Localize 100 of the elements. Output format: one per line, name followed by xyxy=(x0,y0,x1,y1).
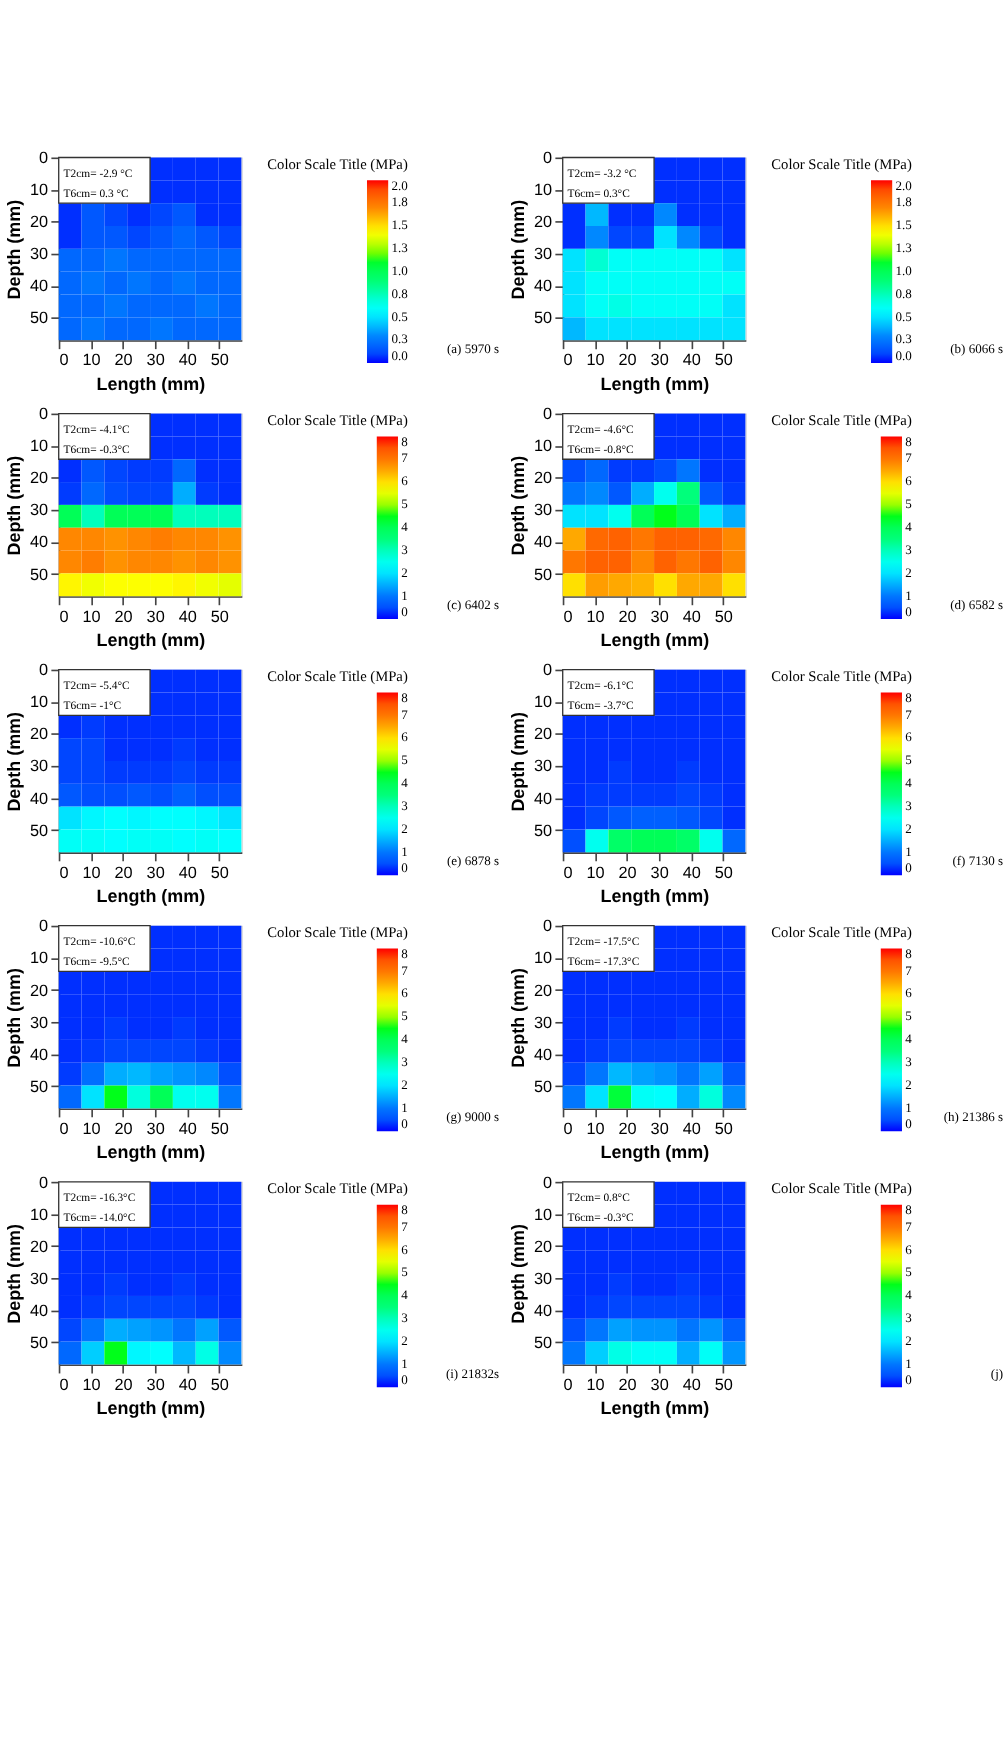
x-tick-label: 10 xyxy=(82,863,102,882)
x-tick-label: 0 xyxy=(59,351,70,370)
x-tick-label: 20 xyxy=(114,607,134,626)
x-tick-label: 40 xyxy=(682,863,702,882)
color-bar-title: Color Scale Title (MPa) xyxy=(771,667,913,686)
x-tick-label: 30 xyxy=(146,351,166,370)
y-tick-label: 30 xyxy=(29,1013,50,1032)
x-tick-label: 0 xyxy=(563,863,574,882)
x-tick-label: 40 xyxy=(178,351,198,370)
x-tick-label: 30 xyxy=(650,607,670,626)
y-tick-label: 50 xyxy=(29,821,50,840)
y-tick-label: 0 xyxy=(543,1173,554,1192)
x-tick-label: 20 xyxy=(618,351,638,370)
y-tick-label: 40 xyxy=(533,1045,554,1064)
y-tick-label: 30 xyxy=(533,501,554,520)
x-tick-label: 40 xyxy=(178,607,198,626)
x-axis-title: Length (mm) xyxy=(600,1142,710,1163)
x-tick-label: 10 xyxy=(82,351,102,370)
x-tick-label: 40 xyxy=(682,1375,702,1394)
x-tick-label: 50 xyxy=(714,1375,734,1394)
x-axis-title: Length (mm) xyxy=(600,373,710,394)
x-tick-label: 30 xyxy=(146,1119,166,1138)
y-tick-label: 20 xyxy=(533,981,554,1000)
y-tick-label: 20 xyxy=(533,725,554,744)
x-tick-label: 10 xyxy=(586,351,606,370)
x-axis-title: Length (mm) xyxy=(96,1142,206,1163)
y-tick-label: 30 xyxy=(29,501,50,520)
x-tick-label: 0 xyxy=(563,1119,574,1138)
color-bar-title: Color Scale Title (MPa) xyxy=(771,923,913,942)
y-tick-label: 30 xyxy=(533,245,554,264)
x-tick-label: 40 xyxy=(178,1119,198,1138)
y-tick-label: 0 xyxy=(39,661,50,680)
y-tick-label: 0 xyxy=(39,149,50,168)
x-axis-title: Length (mm) xyxy=(96,886,206,907)
x-axis-title: Length (mm) xyxy=(600,629,710,650)
x-tick-label: 0 xyxy=(563,351,574,370)
x-tick-label: 10 xyxy=(82,1375,102,1394)
y-tick-label: 30 xyxy=(533,757,554,776)
x-tick-label: 40 xyxy=(178,1375,198,1394)
y-tick-label: 20 xyxy=(29,1237,50,1256)
y-axis-title: Depth (mm) xyxy=(4,968,25,1068)
y-tick-label: 0 xyxy=(39,917,50,936)
color-bar-title: Color Scale Title (MPa) xyxy=(771,1179,913,1198)
y-tick-label: 10 xyxy=(533,949,554,968)
y-tick-label: 50 xyxy=(533,309,554,328)
x-tick-label: 30 xyxy=(650,351,670,370)
y-tick-label: 40 xyxy=(29,277,50,296)
x-tick-label: 0 xyxy=(59,863,70,882)
x-tick-label: 20 xyxy=(114,1375,134,1394)
x-tick-label: 20 xyxy=(114,863,134,882)
y-tick-label: 10 xyxy=(29,437,50,456)
y-tick-label: 10 xyxy=(533,693,554,712)
x-tick-label: 10 xyxy=(586,607,606,626)
x-axis-title: Length (mm) xyxy=(96,373,206,394)
y-tick-label: 10 xyxy=(29,949,50,968)
y-tick-label: 50 xyxy=(29,565,50,584)
x-tick-label: 0 xyxy=(563,607,574,626)
y-tick-label: 20 xyxy=(29,981,50,1000)
y-axis-title: Depth (mm) xyxy=(508,968,529,1068)
x-axis-title: Length (mm) xyxy=(96,629,206,650)
y-tick-label: 0 xyxy=(543,661,554,680)
x-tick-label: 30 xyxy=(146,863,166,882)
x-tick-label: 10 xyxy=(82,607,102,626)
x-tick-label: 50 xyxy=(210,351,230,370)
x-tick-label: 10 xyxy=(586,863,606,882)
x-tick-label: 20 xyxy=(114,351,134,370)
color-bar-title: Color Scale Title (MPa) xyxy=(267,667,409,686)
x-tick-label: 20 xyxy=(618,607,638,626)
y-tick-label: 50 xyxy=(533,565,554,584)
y-tick-label: 20 xyxy=(29,213,50,232)
x-tick-label: 30 xyxy=(650,1375,670,1394)
y-axis-title: Depth (mm) xyxy=(4,1224,25,1324)
y-tick-label: 50 xyxy=(533,821,554,840)
y-tick-label: 0 xyxy=(543,149,554,168)
x-tick-label: 30 xyxy=(650,1119,670,1138)
x-tick-label: 40 xyxy=(682,607,702,626)
y-tick-label: 20 xyxy=(29,725,50,744)
x-axis-title: Length (mm) xyxy=(600,886,710,907)
y-tick-label: 10 xyxy=(29,693,50,712)
y-axis-title: Depth (mm) xyxy=(4,455,25,556)
x-tick-label: 30 xyxy=(146,1375,166,1394)
y-tick-label: 10 xyxy=(29,1205,50,1224)
x-tick-label: 40 xyxy=(682,1119,702,1138)
y-tick-label: 50 xyxy=(533,1077,554,1096)
x-tick-label: 40 xyxy=(682,351,702,370)
x-tick-label: 50 xyxy=(714,351,734,370)
x-tick-label: 50 xyxy=(714,1119,734,1138)
y-tick-label: 20 xyxy=(533,213,554,232)
x-tick-label: 50 xyxy=(210,1119,230,1138)
x-tick-label: 50 xyxy=(714,607,734,626)
y-tick-label: 50 xyxy=(29,1333,50,1352)
x-tick-label: 50 xyxy=(714,863,734,882)
y-tick-label: 0 xyxy=(39,1173,50,1192)
y-tick-label: 20 xyxy=(533,469,554,488)
x-tick-label: 20 xyxy=(618,1375,638,1394)
color-bar-title: Color Scale Title (MPa) xyxy=(267,410,409,429)
y-tick-label: 30 xyxy=(533,1013,554,1032)
y-tick-label: 30 xyxy=(533,1269,554,1288)
y-axis-title: Depth (mm) xyxy=(508,455,529,556)
y-axis-title: Depth (mm) xyxy=(4,711,25,812)
